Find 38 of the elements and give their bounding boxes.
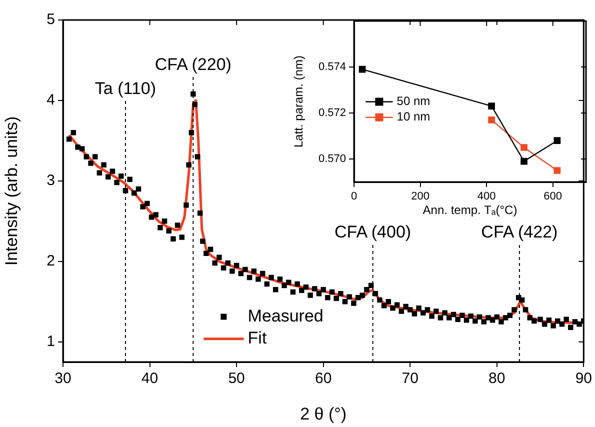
y-tick-label: 5 [46,11,55,28]
y-tick-label: 3 [46,172,55,190]
y-axis-title: Latt. param. (nm) [292,55,306,148]
x-axis-title: 2 θ (°) [300,404,347,424]
legend-label: 10 nm [396,110,430,124]
x-axis-title: Ann. temp. Tₐ(°C) [422,203,518,218]
x-tick-label: 30 [54,370,72,388]
x-tick-label: 50 [228,370,245,388]
x-tick-label: 400 [477,190,496,203]
y-axis-title: Intensity (arb. units) [2,116,21,266]
x-tick-label: 0 [350,190,358,203]
y-tick-label: 4 [46,92,55,109]
point [554,167,561,174]
point [488,116,495,124]
point [520,158,528,165]
x-tick-label: 600 [544,190,562,203]
annotation: CFA (400) [334,222,412,242]
x-tick-label: 70 [402,370,418,388]
point [554,137,561,144]
y-tick-label: 0.574 [318,61,346,74]
x-tick-label: 200 [411,190,430,203]
point [488,102,495,110]
x-tick-label: 90 [575,370,592,388]
legend-label: Measured [248,306,324,326]
x-tick-label: 60 [314,370,332,388]
legend-label: 50 nm [396,94,430,108]
point [520,144,528,151]
annotation: CFA (220) [154,54,232,74]
y-tick-label: 0.570 [318,153,346,166]
annotation: CFA (422) [481,222,558,242]
point [358,66,366,73]
y-tick-label: 0.572 [318,107,346,120]
y-tick-label: 1 [46,333,55,350]
y-tick-label: 2 [46,252,55,270]
legend-label: Fit [248,328,267,348]
annotation: Ta (110) [94,79,156,98]
x-tick-label: 40 [141,370,158,388]
x-tick-label: 80 [488,370,506,388]
